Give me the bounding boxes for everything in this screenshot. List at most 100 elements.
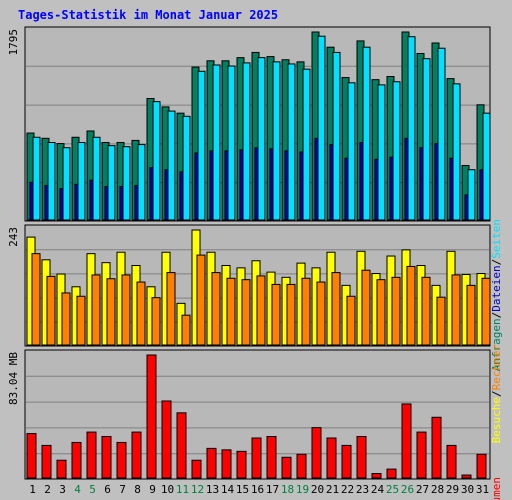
x-tick-label-day-12: 12 (191, 483, 204, 496)
bar-rechner-day-20 (316, 281, 326, 346)
bar-seiten-day-6 (107, 145, 116, 221)
x-tick-label-day-31: 31 (476, 483, 489, 496)
bar-volumen-day-4 (71, 441, 82, 479)
chart-title: Tages-Statistik im Monat Januar 2025 (18, 8, 279, 22)
bar-seiten-day-20 (317, 35, 326, 221)
bar-rechner-day-16 (256, 275, 266, 346)
bar-volumen-day-31 (476, 453, 487, 479)
bar-volumen-day-20 (311, 427, 322, 479)
bar-seiten-day-14 (227, 65, 236, 221)
x-tick-label-day-27: 27 (416, 483, 429, 496)
bar-rechner-day-15 (241, 279, 251, 346)
x-tick-label-day-2: 2 (44, 483, 51, 496)
bar-rechner-day-2 (46, 275, 56, 346)
x-tick-label-day-14: 14 (221, 483, 235, 496)
bar-volumen-day-13 (206, 447, 217, 479)
bar-volumen-day-26 (401, 403, 412, 479)
bar-volumen-day-3 (56, 459, 67, 479)
x-tick-label-day-9: 9 (149, 483, 156, 496)
bar-rechner-day-10 (166, 272, 176, 346)
bar-seiten-day-31 (482, 112, 491, 221)
bar-volumen-day-27 (416, 431, 427, 479)
bar-volumen-day-24 (371, 473, 382, 479)
bar-seiten-day-25 (392, 81, 401, 221)
bar-volumen-day-25 (386, 468, 397, 479)
y-max-label-visits: 243 (7, 227, 20, 247)
legend-entry: / (490, 390, 503, 397)
bar-rechner-day-25 (391, 276, 401, 346)
legend-entry: Volumen (490, 477, 503, 500)
x-tick-label-day-23: 23 (356, 483, 369, 496)
x-tick-label-day-29: 29 (446, 483, 459, 496)
bar-seiten-day-12 (197, 70, 206, 221)
x-tick-label-day-1: 1 (29, 483, 36, 496)
bar-rechner-day-24 (376, 279, 386, 346)
bar-seiten-day-22 (347, 82, 356, 221)
bar-seiten-day-4 (77, 141, 86, 221)
bar-volumen-day-16 (251, 437, 262, 479)
bar-volumen-day-15 (236, 450, 247, 479)
bar-seiten-day-7 (122, 146, 131, 221)
bar-seiten-day-16 (257, 57, 266, 221)
bar-volumen-day-21 (326, 437, 337, 479)
x-tick-label-day-15: 15 (236, 483, 249, 496)
bar-seiten-day-13 (212, 64, 221, 221)
x-tick-label-day-16: 16 (251, 483, 264, 496)
bar-seiten-day-26 (407, 36, 416, 221)
legend-entry: Anfragen (490, 318, 503, 371)
legend-entry: / (490, 259, 503, 266)
bar-seiten-day-5 (92, 136, 101, 221)
x-tick-label-day-21: 21 (326, 483, 339, 496)
x-tick-label-day-19: 19 (296, 483, 309, 496)
x-tick-label-day-26: 26 (401, 483, 414, 496)
bar-rechner-day-28 (436, 296, 446, 346)
bar-volumen-day-9 (146, 354, 157, 479)
y-max-label-hits: 1795 (7, 29, 20, 56)
bar-rechner-day-18 (286, 283, 296, 346)
bar-rechner-day-13 (211, 272, 221, 346)
x-tick-label-day-13: 13 (206, 483, 219, 496)
bar-rechner-day-11 (181, 314, 191, 346)
bar-rechner-day-1 (31, 253, 41, 346)
bar-rechner-day-27 (421, 276, 431, 346)
bar-seiten-day-2 (47, 141, 56, 221)
bar-volumen-day-5 (86, 431, 97, 479)
bar-seiten-day-24 (377, 84, 386, 221)
bar-seiten-day-1 (32, 136, 41, 221)
bar-seiten-day-28 (437, 47, 446, 221)
bar-rechner-day-9 (151, 297, 161, 346)
legend-entry: Rechner (490, 344, 503, 391)
bar-seiten-day-17 (272, 61, 281, 221)
bar-volumen-day-18 (281, 456, 292, 479)
bar-rechner-day-8 (136, 281, 146, 346)
bar-seiten-day-3 (62, 147, 71, 221)
bar-seiten-day-9 (152, 101, 161, 221)
bar-seiten-day-19 (302, 68, 311, 221)
x-tick-label-day-22: 22 (341, 483, 354, 496)
bar-seiten-day-21 (332, 51, 341, 221)
bar-volumen-day-12 (191, 459, 202, 479)
bar-seiten-day-30 (467, 169, 476, 221)
bar-rechner-day-6 (106, 278, 116, 346)
x-tick-label-day-25: 25 (386, 483, 399, 496)
x-tick-label-day-8: 8 (134, 483, 141, 496)
bar-volumen-day-1 (26, 433, 37, 479)
bar-volumen-day-17 (266, 436, 277, 479)
legend-entry: Dateien (490, 265, 503, 311)
x-tick-label-day-28: 28 (431, 483, 444, 496)
y-max-label-volume: 83.04 MB (7, 352, 20, 405)
x-tick-label-day-4: 4 (74, 483, 81, 496)
bar-seiten-day-15 (242, 62, 251, 221)
bar-rechner-day-19 (301, 277, 311, 346)
bar-volumen-day-8 (131, 431, 142, 479)
bar-volumen-day-23 (356, 436, 367, 479)
x-tick-label-day-7: 7 (119, 483, 126, 496)
bar-rechner-day-7 (121, 274, 131, 346)
bar-seiten-day-27 (422, 58, 431, 221)
bar-rechner-day-30 (466, 284, 476, 346)
x-tick-label-day-30: 30 (461, 483, 474, 496)
bar-volumen-day-28 (431, 416, 442, 479)
bar-rechner-day-26 (406, 265, 416, 346)
bar-volumen-day-14 (221, 449, 232, 479)
